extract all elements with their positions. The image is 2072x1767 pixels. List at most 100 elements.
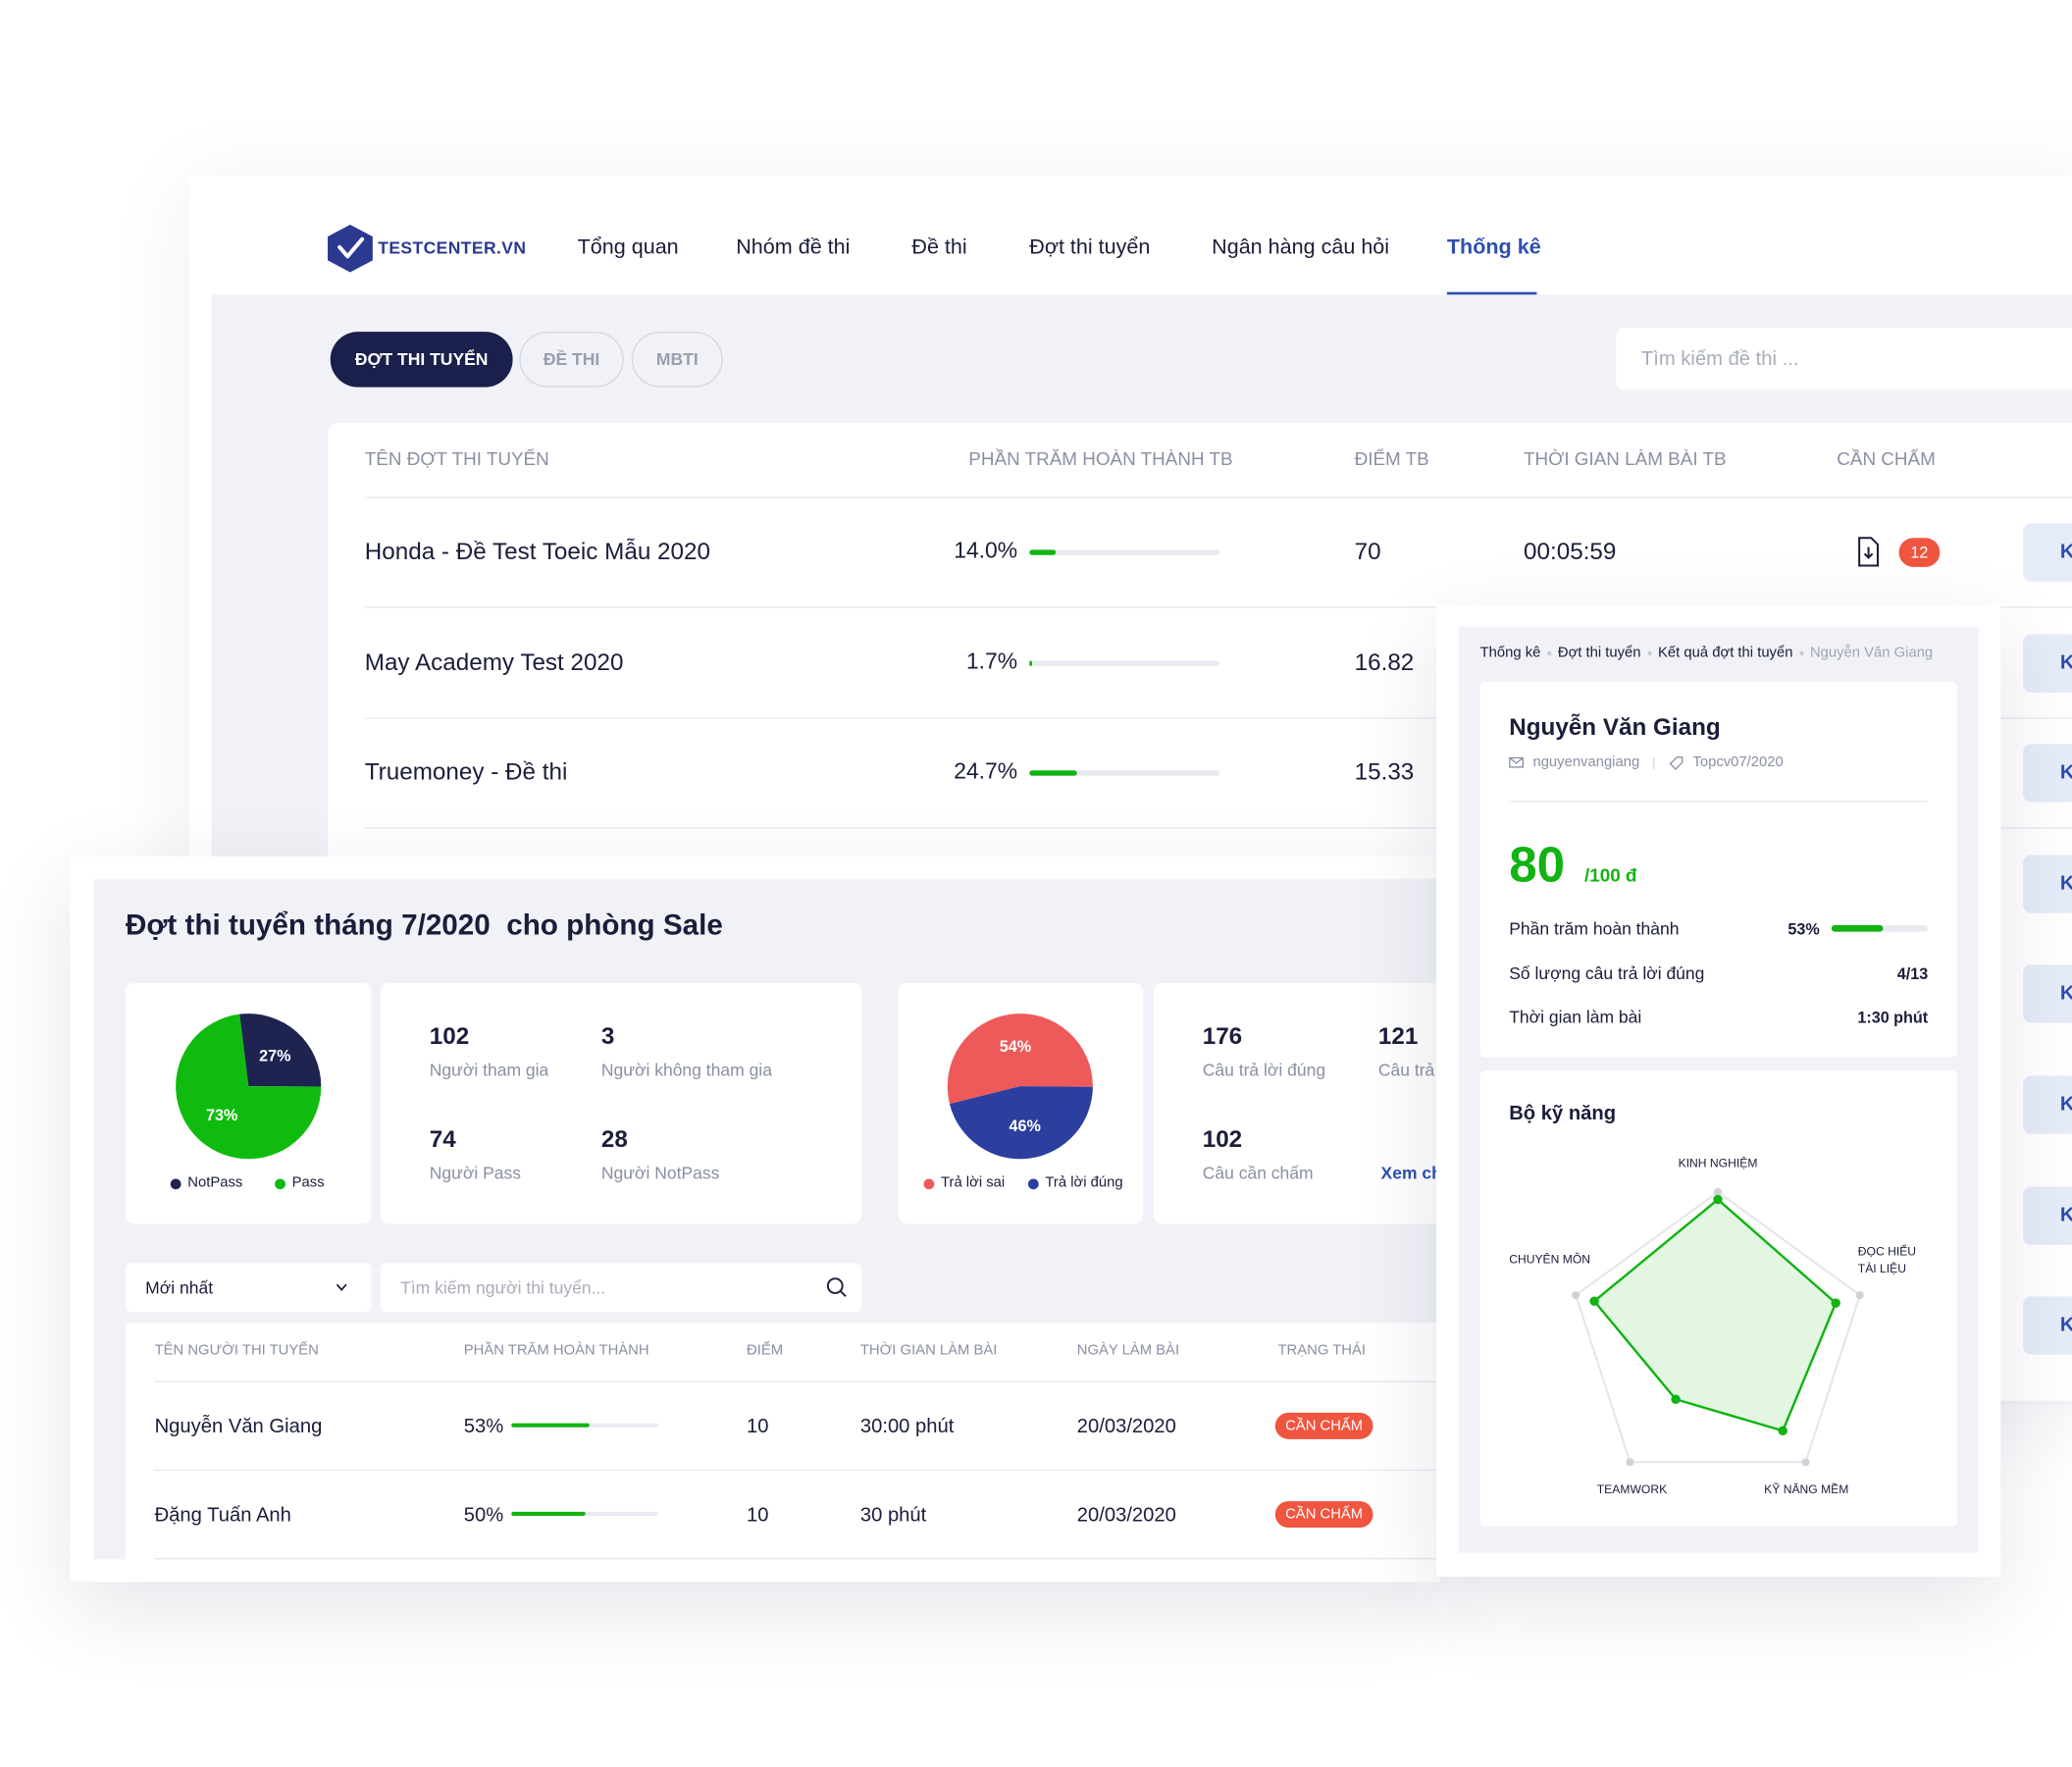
pie-slice (947, 1013, 1093, 1105)
divider (154, 1469, 1464, 1472)
pie-chart (947, 1013, 1093, 1160)
result-button[interactable]: K (2023, 1296, 2072, 1355)
meta-separator (1653, 756, 1655, 769)
candidate-name: Đặng Tuấn Anh (154, 1503, 291, 1527)
breadcrumb-item[interactable]: Thống kê (1479, 645, 1541, 661)
score-suffix: /100 đ (1583, 864, 1637, 886)
result-button[interactable]: K (2023, 744, 2072, 803)
candidate-name: Nguyễn Văn Giang (154, 1414, 323, 1437)
result-button[interactable]: K (2023, 633, 2072, 693)
legend-label: Trả lời đúng (1045, 1174, 1123, 1191)
legend-dot (170, 1178, 181, 1190)
bar-fill (511, 1423, 590, 1428)
tab[interactable]: ĐỀ THI (519, 332, 624, 388)
completion-label: 53% (463, 1414, 504, 1437)
pie-label: 54% (999, 1036, 1032, 1056)
bar-track (1029, 549, 1220, 555)
profile-tag: Topcv07/2020 (1692, 754, 1784, 771)
search-box[interactable]: Tìm kiếm đề thi ... (1616, 328, 2072, 390)
result-button[interactable]: K (2023, 1075, 2072, 1134)
result-button[interactable]: K (2023, 523, 2072, 582)
bar-fill (1831, 924, 1883, 932)
sort-dropdown[interactable]: Mới nhất (125, 1263, 372, 1313)
breadcrumb-separator (1547, 650, 1552, 655)
result-button[interactable]: K (2023, 1186, 2072, 1245)
tab[interactable]: ĐỢT THI TUYỂN (330, 332, 513, 388)
bar-track (1029, 660, 1220, 666)
table-header: CẦN CHẤM (1837, 447, 1936, 470)
breadcrumb-item[interactable]: Đợt thi tuyển (1557, 645, 1641, 661)
stat-value: 3 (600, 1023, 615, 1050)
radar-label: TEAMWORK (1596, 1481, 1668, 1496)
bar-fill (511, 1511, 586, 1516)
tab[interactable]: MBTI (631, 332, 723, 388)
stat-value: 4/13 (1896, 963, 1929, 983)
score: 10 (747, 1503, 769, 1527)
completion-label: 1.7% (965, 649, 1018, 675)
radar-axis-dot (1801, 1458, 1810, 1467)
nav-underline (1446, 291, 1537, 295)
result-button[interactable]: K (2023, 855, 2072, 913)
stat-label: Câu trả (1377, 1060, 1435, 1080)
stat-value: 102 (1202, 1126, 1243, 1154)
breadcrumb-item: Nguyễn Văn Giang (1809, 645, 1934, 661)
table-header: TRẠNG THÁI (1277, 1342, 1366, 1360)
skills-title: Bộ kỹ năng (1509, 1101, 1617, 1124)
radar-label: CHUYÊN MÔN (1509, 1252, 1591, 1266)
breadcrumb-item[interactable]: Kết quả đợt thi tuyển (1658, 645, 1793, 661)
pending-badge: 12 (1898, 538, 1941, 567)
divider (154, 1380, 1464, 1382)
pie-label: 27% (259, 1046, 291, 1065)
legend-dot (923, 1178, 935, 1190)
pie-label: 46% (1009, 1116, 1041, 1135)
bar-track (1029, 770, 1220, 776)
pie-slice (176, 1013, 322, 1160)
file-icon-part (1858, 537, 1880, 567)
bar-fill (1029, 770, 1077, 776)
nav-item[interactable]: Ngân hàng câu hỏi (1212, 235, 1390, 259)
stat-label: Câu cần chấm (1202, 1163, 1314, 1183)
completion-label: 50% (463, 1503, 504, 1527)
tag-icon (1669, 756, 1684, 770)
exam-name: May Academy Test 2020 (364, 649, 624, 676)
radar-grid (1575, 1190, 1861, 1464)
profile-email: nguyenvangiang (1532, 754, 1640, 771)
file-icon-part (1863, 546, 1874, 559)
radar-axis-dot (1855, 1291, 1864, 1300)
detail-link[interactable]: Xem ch (1380, 1163, 1442, 1183)
nav-item[interactable]: Thống kê (1446, 235, 1541, 259)
answers-card (1153, 983, 1472, 1224)
pie-slice (239, 1013, 322, 1087)
time: 30:00 phút (859, 1414, 955, 1437)
exam-name: Honda - Đề Test Toeic Mẫu 2020 (364, 538, 710, 565)
tag-icon-part (1669, 756, 1684, 770)
logo-icon-part (337, 236, 365, 259)
result-button[interactable]: K (2023, 964, 2072, 1024)
stat-label: Người NotPass (600, 1163, 720, 1183)
stat-value: 74 (429, 1126, 456, 1154)
pie-chart (176, 1013, 322, 1160)
bar-fill (1029, 660, 1033, 666)
stat-label: Người Pass (429, 1163, 522, 1183)
candidate-search[interactable]: Tìm kiếm người thi tuyển... (380, 1263, 862, 1313)
participants-card (380, 983, 862, 1224)
time: 00:05:59 (1524, 538, 1617, 565)
mail-icon-part (1509, 756, 1524, 764)
pie-slice (949, 1086, 1093, 1160)
bar-fill (1029, 549, 1057, 555)
nav-item[interactable]: Đề thi (911, 235, 967, 259)
legend-label: NotPass (187, 1174, 243, 1191)
radar-axis-dot (1572, 1291, 1580, 1300)
score: 10 (747, 1414, 769, 1437)
radar-label: KỸ NĂNG MỀM (1764, 1481, 1849, 1496)
nav-item[interactable]: Nhóm đề thi (736, 235, 851, 259)
radar-label: ĐỌC HIỂU TÀI LIỆU (1857, 1244, 1917, 1275)
nav-item[interactable]: Tổng quan (577, 235, 679, 259)
divider (364, 827, 2072, 829)
radar-axis-dot (1713, 1187, 1723, 1196)
radar-area (1592, 1197, 1838, 1432)
exam-name: Truemoney - Đề thi (364, 758, 568, 786)
stat-value: 176 (1202, 1023, 1243, 1050)
nav-item[interactable]: Đợt thi tuyển (1029, 235, 1151, 259)
